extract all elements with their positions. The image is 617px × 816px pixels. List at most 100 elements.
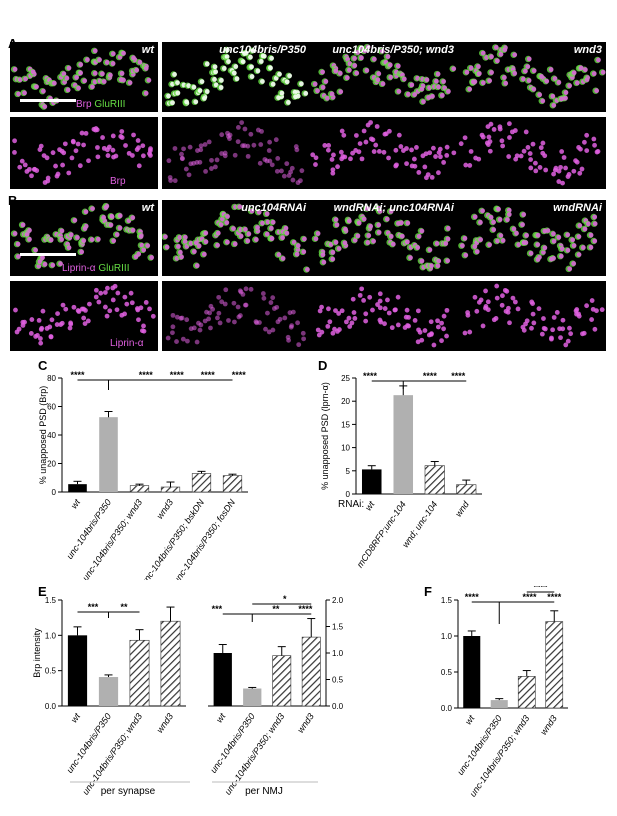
bar — [490, 700, 508, 708]
bar — [424, 465, 445, 495]
bar — [160, 486, 181, 493]
significance-label: **** — [533, 586, 548, 592]
panel-e-letter: E — [38, 584, 47, 599]
micrograph-b-merged-2: unc104RNAi — [162, 200, 310, 276]
bar — [393, 395, 414, 494]
panel-f-letter: F — [424, 584, 432, 599]
significance-label: *** — [212, 604, 223, 614]
category-label: wnd3 — [295, 711, 316, 734]
significance-label: **** — [451, 371, 466, 381]
bar — [517, 676, 536, 709]
y-tick-label: 1.5 — [45, 596, 57, 605]
y-tick-label: 2.0 — [332, 596, 344, 605]
micrograph-a-single-4 — [458, 117, 606, 189]
bar — [545, 621, 564, 709]
significance-label: ** — [120, 602, 128, 612]
category-label: wnd3 — [538, 713, 559, 736]
bar — [160, 620, 181, 707]
y-axis-label: % unapposed PSD (lprn-α) — [320, 382, 330, 490]
bar — [361, 469, 382, 494]
channel-label: Brp — [110, 176, 126, 187]
panel-c-letter: C — [38, 358, 48, 373]
bar — [463, 636, 481, 708]
significance-label: **** — [363, 371, 378, 381]
y-tick-label: 60 — [47, 403, 56, 412]
category-label: unc-104bris/P350; wnd3 — [80, 711, 144, 796]
bar — [129, 485, 150, 493]
y-tick-label: 20 — [341, 397, 350, 406]
category-label: unc-104bris/P350; bskDN — [139, 497, 206, 580]
category-label: wnd — [453, 499, 471, 519]
genotype-label: wnd3 — [573, 44, 602, 56]
significance-label: **** — [298, 604, 313, 614]
y-tick-label: 5 — [346, 467, 351, 476]
micrograph-a-single-2 — [162, 117, 310, 189]
micrograph-a-single-3 — [310, 117, 458, 189]
category-label: wt — [69, 711, 83, 725]
micrograph-b-single-4 — [458, 281, 606, 351]
micrograph-a-merged-4: wnd3 — [458, 42, 606, 112]
genotype-label: unc104bris/P350; wnd3 — [332, 44, 454, 56]
bar — [129, 639, 150, 707]
significance-label: **** — [465, 592, 480, 602]
category-label: wnd3 — [155, 497, 176, 520]
micrograph-b-single-3 — [310, 281, 458, 351]
bar — [243, 688, 262, 706]
category-label: wt — [214, 711, 228, 725]
genotype-label: wndRNAi — [553, 202, 602, 214]
significance-label: **** — [201, 370, 216, 380]
micrograph-a-merged-3: unc104bris/P350; wnd3 — [310, 42, 458, 112]
micrograph-b-single-1: Liprin-α — [10, 281, 158, 351]
y-tick-label: 20 — [47, 460, 56, 469]
genotype-label: unc104RNAi — [241, 202, 306, 214]
micrograph-b-merged-4: wndRNAi — [458, 200, 606, 276]
y-tick-label: 80 — [47, 374, 56, 383]
significance-label: *** — [88, 602, 99, 612]
significance-label: **** — [522, 592, 537, 602]
significance-label: **** — [70, 370, 85, 380]
panel-d-letter: D — [318, 358, 328, 373]
significance-label: **** — [423, 371, 438, 381]
y-tick-label: 25 — [341, 374, 350, 383]
bar — [67, 635, 88, 706]
bar — [301, 636, 321, 707]
category-label: wt — [363, 499, 377, 513]
scale-bar — [20, 253, 76, 256]
y-tick-label: 0.5 — [332, 676, 344, 685]
bar — [222, 475, 243, 493]
y-tick-label: 0.0 — [45, 702, 57, 711]
y-tick-label: 1.5 — [441, 596, 453, 605]
y-axis-label: % unapposed PSD (Brp) — [38, 386, 48, 485]
bar — [191, 473, 212, 493]
genotype-label: unc104bris/P350 — [219, 44, 306, 56]
chart-f: 0.00.51.01.5VGlut intensity at NMJwtunc-… — [441, 586, 568, 799]
category-label: unc-104bris/P350; wnd3 — [223, 711, 287, 796]
y-tick-label: 15 — [341, 420, 350, 429]
group-label-per-synapse: per synapse — [101, 786, 156, 797]
bar — [272, 655, 292, 707]
y-tick-label: 1.0 — [441, 632, 453, 641]
scale-bar — [20, 99, 76, 102]
bar — [68, 484, 87, 492]
significance-label: **** — [232, 370, 247, 380]
channel-label: Brp GluRIII — [76, 99, 126, 110]
category-label: unc-104bris/P350; wnd3 — [80, 497, 144, 580]
channel-label: Liprin-α GluRIII — [62, 263, 130, 274]
y-tick-label: 0.5 — [441, 668, 453, 677]
y-tick-label: 10 — [341, 444, 350, 453]
y-tick-label: 1.0 — [45, 631, 57, 640]
significance-label: ** — [272, 604, 280, 614]
group-label-per-nmj: per NMJ — [245, 786, 283, 797]
bar — [98, 677, 119, 706]
significance-label: **** — [547, 592, 562, 602]
bar — [213, 653, 232, 706]
y-tick-label: 0.5 — [45, 667, 57, 676]
y-tick-label: 1.5 — [332, 623, 344, 632]
significance-label: **** — [139, 370, 154, 380]
y-tick-label: 40 — [47, 431, 56, 440]
category-label: wt — [69, 497, 83, 511]
micrograph-b-single-2 — [162, 281, 310, 351]
significance-label: **** — [170, 370, 185, 380]
